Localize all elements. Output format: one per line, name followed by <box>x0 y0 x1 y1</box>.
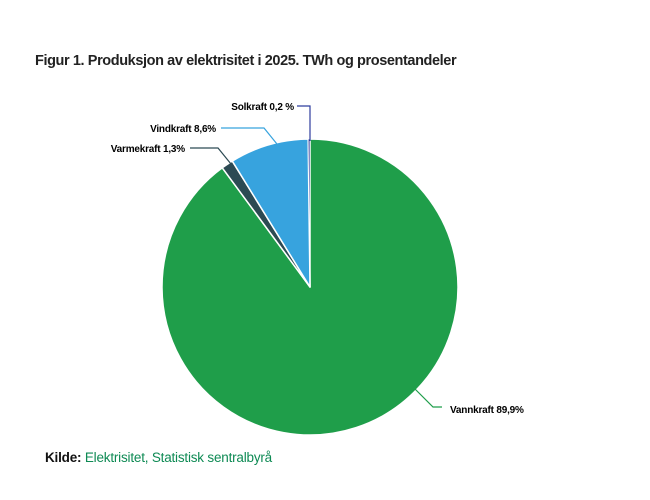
slice-label-vindkraft: Vindkraft 8,6% <box>150 124 216 135</box>
slice-label-varmekraft: Varmekraft 1,3% <box>111 144 186 155</box>
leader-line-vindkraft <box>221 127 282 150</box>
slice-label-vannkraft: Vannkraft 89,9% <box>450 405 524 416</box>
leader-line-varmekraft <box>190 147 232 165</box>
source-label: Kilde: <box>45 450 82 465</box>
figure-title: Figur 1. Produksjon av elektrisitet i 20… <box>35 53 457 69</box>
source-link[interactable]: Elektrisitet, Statistisk sentralbyrå <box>84 450 272 465</box>
leader-line-solkraft <box>297 105 311 141</box>
slice-label-solkraft: Solkraft 0,2 % <box>231 102 294 113</box>
leader-line-vannkraft <box>412 386 442 408</box>
source-line: Kilde: Elektrisitet, Statistisk sentralb… <box>45 450 272 465</box>
